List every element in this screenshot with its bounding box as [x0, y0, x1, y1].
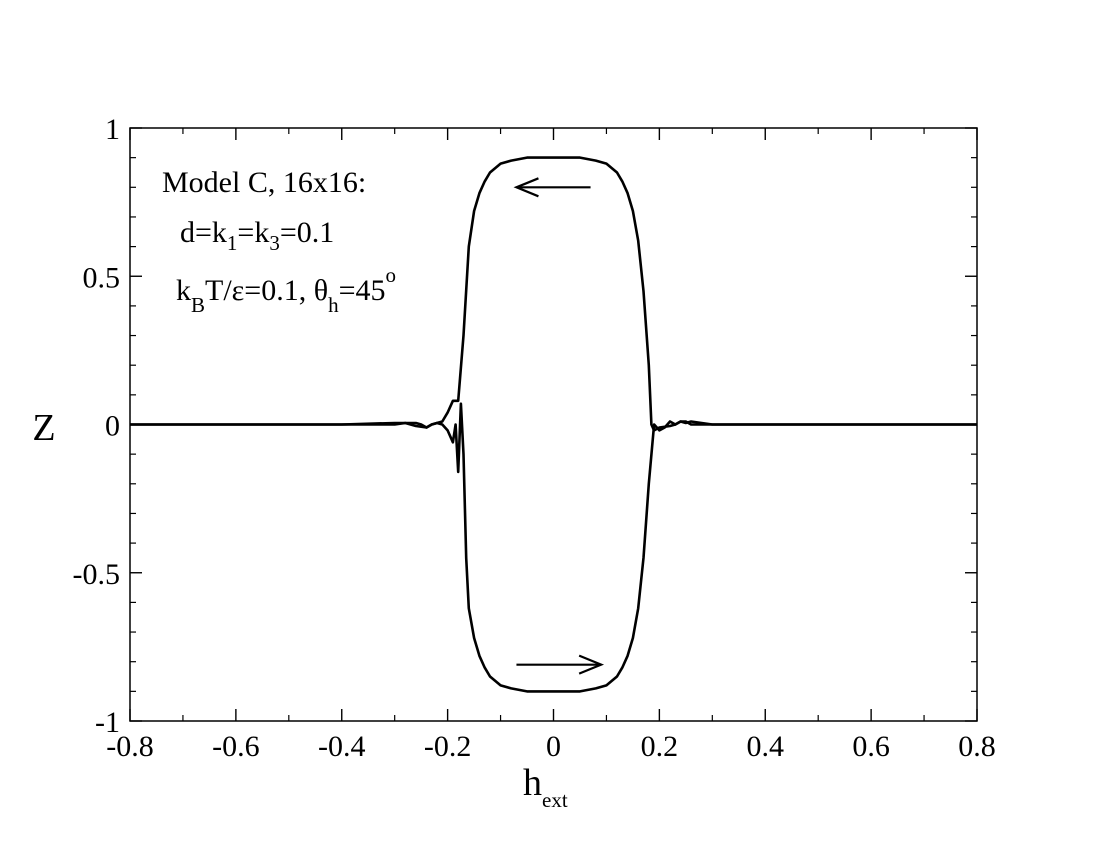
arrow-left	[513, 177, 591, 198]
series-line-2	[130, 402, 977, 693]
x-tick-label: 0.4	[747, 730, 785, 763]
y-tick-label: 1	[105, 113, 120, 146]
annotation-line-2: d=k1=k3=0.1	[180, 216, 334, 255]
y-tick-label: -1	[95, 706, 120, 739]
x-tick-label: 0.2	[641, 730, 679, 763]
arrow-head	[578, 654, 605, 675]
series-layer	[130, 156, 977, 693]
y-tick-label: 0	[105, 410, 120, 443]
x-tick-label: -0.6	[212, 730, 260, 763]
arrows-layer	[513, 177, 605, 675]
x-tick-label: 0	[546, 730, 561, 763]
ticks-layer: -0.8 -0.6 -0.4 -0.2 0 0.2 0.4 0.6 0.8 -1 -0.5 0 0.5 1	[73, 113, 996, 763]
y-axis-label: Z	[32, 407, 55, 449]
x-tick-label: 0.6	[852, 730, 890, 763]
annotation-line-3: kBT/ε=0.1, θh=45o	[176, 263, 396, 317]
model-annotation: Model C, 16x16: d=k1=k3=0.1 kBT/ε=0.1, θ…	[162, 166, 396, 317]
arrow-right	[516, 654, 605, 675]
x-tick-label: 0.8	[958, 730, 996, 763]
annotation-line-1: Model C, 16x16:	[162, 166, 366, 199]
x-tick-label: -0.8	[106, 730, 154, 763]
x-tick-label: -0.2	[424, 730, 472, 763]
x-axis-label: hext	[523, 762, 568, 812]
arrow-head	[513, 177, 539, 198]
y-tick-label: -0.5	[73, 558, 121, 591]
x-tick-label: -0.4	[318, 730, 366, 763]
y-tick-label: 0.5	[83, 261, 121, 294]
